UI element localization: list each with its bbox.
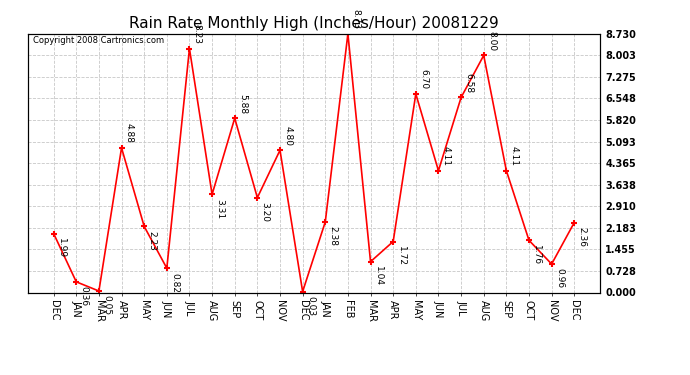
Text: 1.99: 1.99 <box>57 238 66 258</box>
Text: 0.82: 0.82 <box>170 273 179 292</box>
Text: 1.04: 1.04 <box>374 266 383 286</box>
Text: 8.23: 8.23 <box>193 24 202 44</box>
Text: 0.96: 0.96 <box>555 268 564 289</box>
Text: 3.31: 3.31 <box>215 199 224 219</box>
Text: 8.00: 8.00 <box>487 31 496 51</box>
Text: 6.58: 6.58 <box>464 73 473 93</box>
Text: Copyright 2008 Cartronics.com: Copyright 2008 Cartronics.com <box>33 36 164 45</box>
Text: 0.05: 0.05 <box>102 296 111 316</box>
Text: 4.11: 4.11 <box>510 146 519 166</box>
Text: 6.70: 6.70 <box>420 69 428 90</box>
Text: 4.11: 4.11 <box>442 146 451 166</box>
Title: Rain Rate Monthly High (Inches/Hour) 20081229: Rain Rate Monthly High (Inches/Hour) 200… <box>129 16 499 31</box>
Text: 1.72: 1.72 <box>397 246 406 266</box>
Text: 5.88: 5.88 <box>238 94 247 114</box>
Text: 8.73: 8.73 <box>351 9 360 29</box>
Text: 4.88: 4.88 <box>125 123 134 143</box>
Text: 4.80: 4.80 <box>284 126 293 146</box>
Text: 2.36: 2.36 <box>578 227 586 247</box>
Text: 2.38: 2.38 <box>328 226 337 246</box>
Text: 2.23: 2.23 <box>148 231 157 251</box>
Text: 1.76: 1.76 <box>533 245 542 265</box>
Text: 3.20: 3.20 <box>261 202 270 222</box>
Text: 0.03: 0.03 <box>306 296 315 316</box>
Text: 0.36: 0.36 <box>79 286 88 306</box>
